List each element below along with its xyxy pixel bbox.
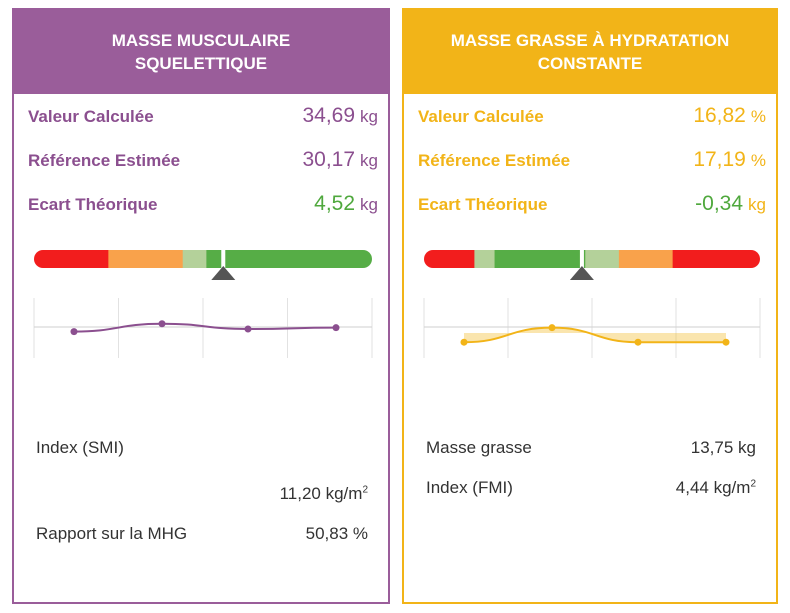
smi-value-stat: 11,20 kg/m2: [36, 484, 368, 504]
fmi-index-label: Index (FMI): [426, 478, 513, 497]
fat-estimated-reference-value: 17,19: [693, 148, 746, 171]
mhg-ratio-stat: Rapport sur la MHG 50,83 %: [36, 524, 368, 544]
smi-index-label: Index (SMI): [36, 438, 124, 457]
fat-range-gauge: [424, 246, 760, 280]
gauge-segment-dark_green: [494, 250, 586, 268]
theoretical-gap-unit: kg: [360, 195, 378, 214]
gauge-segment-red: [672, 250, 760, 268]
gauge-segment-orange: [108, 250, 184, 268]
gauge-marker-line: [221, 246, 226, 268]
calculated-value-label: Valeur Calculée: [28, 107, 154, 126]
fat-mass-header: MASSE GRASSE À HYDRATATION CONSTANTE: [404, 10, 776, 94]
skeletal-muscle-card: MASSE MUSCULAIRE SQUELETTIQUE Valeur Cal…: [12, 8, 390, 604]
fmi-index-stat: Index (FMI) 4,44 kg/m2: [426, 478, 756, 498]
gauge-marker-icon: [569, 266, 594, 280]
trend-point: [634, 338, 642, 346]
smi-value: 11,20 kg/m2: [279, 484, 368, 503]
trend-point: [722, 338, 730, 346]
smi-index-stat: Index (SMI): [36, 438, 368, 458]
fat-theoretical-gap-value: -0,34: [695, 192, 744, 215]
fat-theoretical-gap-label: Ecart Théorique: [418, 195, 548, 214]
fat-mass-title: MASSE GRASSE À HYDRATATION CONSTANTE: [450, 31, 730, 73]
gauge-marker-icon: [211, 266, 236, 280]
calculated-value-row: Valeur Calculée 34,69 kg: [28, 104, 378, 134]
fat-estimated-reference-unit: %: [750, 151, 766, 170]
estimated-reference-row: Référence Estimée 30,17 kg: [28, 148, 378, 178]
estimated-reference-label: Référence Estimée: [28, 151, 181, 170]
estimated-reference-unit: kg: [360, 151, 378, 170]
mhg-ratio-label: Rapport sur la MHG: [36, 524, 188, 543]
trend-line: [463, 326, 726, 344]
fat-mass-card: MASSE GRASSE À HYDRATATION CONSTANTE Val…: [402, 8, 778, 604]
muscle-trend-chart: [33, 298, 373, 358]
fat-estimated-reference-label: Référence Estimée: [418, 151, 571, 170]
theoretical-gap-row: Ecart Théorique 4,52 kg: [28, 192, 378, 222]
fat-calculated-value-row: Valeur Calculée 16,82%: [418, 104, 766, 134]
fat-estimated-reference-row: Référence Estimée 17,19%: [418, 148, 766, 178]
trend-point: [244, 325, 252, 333]
estimated-reference-value: 30,17: [302, 148, 356, 171]
trend-point: [70, 328, 78, 336]
trend-point: [460, 338, 468, 346]
trend-area: [464, 327, 726, 343]
gauge-segment-red: [34, 250, 109, 268]
gauge-segment-orange: [618, 250, 674, 268]
gauge-segment-dark_green: [206, 250, 372, 268]
gauge-marker-line: [579, 246, 584, 268]
gauge-segment-red: [424, 250, 475, 268]
trend-line: [73, 322, 337, 333]
fat-trend-chart: [423, 298, 761, 358]
fat-theoretical-gap-row: Ecart Théorique -0,34 kg: [418, 192, 766, 222]
trend-point: [332, 324, 340, 332]
gauge-segment-light_green: [585, 250, 620, 268]
gauge-segment-light_green: [182, 250, 207, 268]
gauge-segments: [34, 250, 372, 268]
fat-theoretical-gap-unit: kg: [748, 195, 766, 214]
fmi-index-value: 4,44 kg/m2: [675, 478, 756, 497]
theoretical-gap-label: Ecart Théorique: [28, 195, 158, 214]
trend-point: [548, 324, 556, 332]
gauge-segments: [424, 250, 760, 268]
mhg-ratio-value: 50,83 %: [305, 524, 368, 543]
skeletal-muscle-title: MASSE MUSCULAIRE SQUELETTIQUE: [111, 31, 291, 73]
fat-calculated-value: 16,82: [693, 104, 746, 127]
fat-calculated-value-unit: %: [750, 107, 766, 126]
fat-mass-value: 13,75 kg: [690, 438, 756, 457]
calculated-value: 34,69: [302, 104, 356, 127]
fat-mass-stat: Masse grasse 13,75 kg: [426, 438, 756, 458]
trend-point: [158, 320, 166, 328]
skeletal-muscle-header: MASSE MUSCULAIRE SQUELETTIQUE: [14, 10, 388, 94]
muscle-range-gauge: [34, 246, 372, 280]
fat-mass-label: Masse grasse: [426, 438, 532, 457]
calculated-value-unit: kg: [360, 107, 378, 126]
fat-calculated-value-label: Valeur Calculée: [418, 107, 544, 126]
gauge-segment-light_green: [474, 250, 496, 268]
theoretical-gap-value: 4,52: [314, 192, 356, 215]
